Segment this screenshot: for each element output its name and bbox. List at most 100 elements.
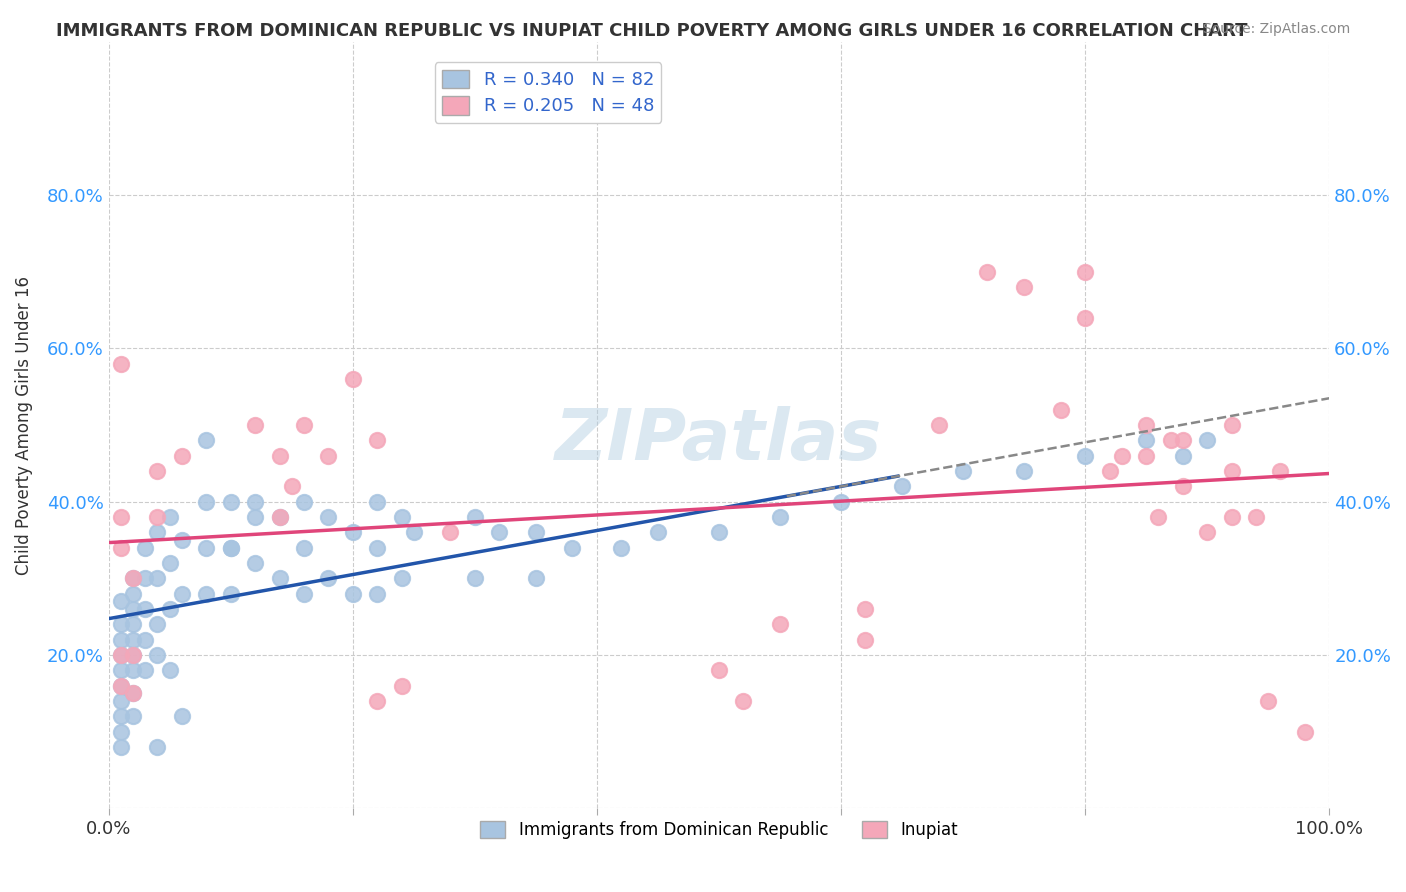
Point (561, 541, 583, 555)
Point (707, 664, 730, 678)
Point (366, 495, 388, 509)
Point (159, 556, 181, 570)
Point (195, 434, 218, 448)
Text: IMMIGRANTS FROM DOMINICAN REPUBLIC VS INUPIAT CHILD POVERTY AMONG GIRLS UNDER 16: IMMIGRANTS FROM DOMINICAN REPUBLIC VS IN… (56, 22, 1247, 40)
Point (243, 495, 266, 509)
Point (110, 594, 132, 608)
Point (769, 510, 792, 524)
Point (1270, 464, 1292, 478)
Point (524, 525, 547, 540)
Point (391, 571, 413, 585)
Point (292, 418, 315, 433)
Point (110, 648, 132, 662)
Point (146, 617, 169, 632)
Point (891, 479, 914, 493)
Point (1197, 525, 1219, 540)
Point (318, 449, 340, 463)
Point (1220, 510, 1243, 524)
Point (1012, 280, 1035, 294)
Point (110, 632, 132, 647)
Point (318, 510, 340, 524)
Point (122, 709, 145, 723)
Point (122, 686, 145, 700)
Point (110, 664, 132, 678)
Point (110, 510, 132, 524)
Point (110, 679, 132, 693)
Point (280, 479, 302, 493)
Point (122, 602, 145, 616)
Point (318, 571, 340, 585)
Point (110, 709, 132, 723)
Point (976, 265, 998, 279)
Point (146, 510, 169, 524)
Point (1171, 449, 1194, 463)
Text: Source: ZipAtlas.com: Source: ZipAtlas.com (1202, 22, 1350, 37)
Point (110, 740, 132, 755)
Point (928, 418, 950, 433)
Point (1171, 479, 1194, 493)
Point (366, 541, 388, 555)
Point (110, 724, 132, 739)
Point (292, 587, 315, 601)
Point (855, 632, 877, 647)
Point (464, 510, 486, 524)
Point (110, 694, 132, 708)
Point (1074, 265, 1097, 279)
Point (1147, 510, 1170, 524)
Point (146, 571, 169, 585)
Point (269, 571, 291, 585)
Point (122, 648, 145, 662)
Point (1135, 418, 1157, 433)
Point (195, 541, 218, 555)
Point (134, 632, 156, 647)
Point (1220, 418, 1243, 433)
Point (342, 587, 364, 601)
Point (122, 571, 145, 585)
Point (1074, 310, 1097, 325)
Point (159, 602, 181, 616)
Point (122, 587, 145, 601)
Point (110, 679, 132, 693)
Point (110, 357, 132, 371)
Point (146, 464, 169, 478)
Point (1074, 449, 1097, 463)
Point (219, 587, 242, 601)
Point (488, 525, 510, 540)
Point (439, 525, 461, 540)
Point (219, 495, 242, 509)
Point (1098, 464, 1121, 478)
Point (110, 648, 132, 662)
Point (1111, 449, 1133, 463)
Point (170, 449, 193, 463)
Point (122, 664, 145, 678)
Point (159, 510, 181, 524)
Point (292, 495, 315, 509)
Point (733, 694, 755, 708)
Point (243, 556, 266, 570)
Point (195, 587, 218, 601)
Point (464, 571, 486, 585)
Point (170, 709, 193, 723)
Point (1135, 434, 1157, 448)
Point (243, 418, 266, 433)
Point (195, 495, 218, 509)
Point (855, 602, 877, 616)
Point (292, 541, 315, 555)
Point (769, 617, 792, 632)
Point (269, 510, 291, 524)
Point (391, 510, 413, 524)
Point (219, 541, 242, 555)
Point (110, 617, 132, 632)
Point (342, 525, 364, 540)
Point (366, 694, 388, 708)
Point (1049, 402, 1071, 417)
Point (342, 372, 364, 386)
Point (647, 525, 669, 540)
Point (610, 541, 633, 555)
Point (269, 449, 291, 463)
Point (707, 525, 730, 540)
Point (1294, 724, 1316, 739)
Point (1135, 449, 1157, 463)
Point (134, 571, 156, 585)
Point (1197, 434, 1219, 448)
